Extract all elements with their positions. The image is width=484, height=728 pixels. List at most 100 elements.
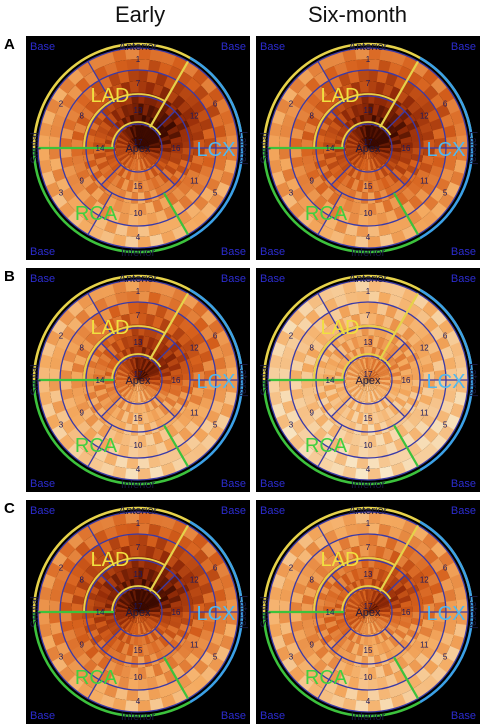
heat-cell xyxy=(364,159,368,171)
heat-cell xyxy=(347,534,360,548)
heat-cell xyxy=(124,280,140,292)
row-label-c: C xyxy=(4,500,15,517)
heat-cell xyxy=(384,341,396,354)
heat-cell xyxy=(71,370,83,380)
heat-cell xyxy=(355,457,368,469)
heat-cell xyxy=(395,554,410,569)
heat-cell xyxy=(158,112,170,125)
heat-cell xyxy=(138,103,145,115)
heat-cell xyxy=(352,155,362,166)
heat-cell xyxy=(406,120,420,132)
heat-cell xyxy=(129,140,138,148)
heat-cell xyxy=(367,192,376,204)
segment-number: 3 xyxy=(289,189,294,198)
heat-cell xyxy=(204,148,216,159)
heat-cell xyxy=(354,592,363,604)
heat-cell xyxy=(323,368,336,376)
heat-cell xyxy=(401,612,413,619)
label-lcx: LCX xyxy=(427,139,466,161)
heat-cell xyxy=(375,154,386,164)
heat-cell xyxy=(329,283,346,298)
heat-cell xyxy=(104,427,117,442)
heat-cell xyxy=(316,164,330,176)
label-base-bottom-right: Base xyxy=(221,246,246,258)
heat-cell xyxy=(176,413,191,428)
heat-cell xyxy=(345,611,357,615)
heat-cell xyxy=(352,362,362,373)
lad-territory-inner xyxy=(313,557,396,613)
heat-cell xyxy=(145,596,156,606)
heat-cell xyxy=(356,103,364,116)
heat-cell xyxy=(347,616,359,624)
heat-cell xyxy=(356,148,368,151)
heat-cell xyxy=(102,580,115,592)
segment-number: 4 xyxy=(136,233,141,242)
label-rca: RCA xyxy=(305,667,348,689)
heat-cell xyxy=(350,313,362,327)
heat-cell xyxy=(130,380,138,389)
heat-cell xyxy=(124,512,140,524)
heat-cell xyxy=(147,455,162,469)
heat-cell xyxy=(268,353,283,369)
heat-cell xyxy=(148,603,160,610)
heat-cell xyxy=(394,584,407,596)
heat-cell xyxy=(137,192,146,204)
heat-cell xyxy=(89,401,103,414)
heat-cell xyxy=(359,604,368,612)
heat-cell xyxy=(301,386,315,398)
heat-cell xyxy=(312,372,324,380)
heat-cell xyxy=(370,169,377,182)
heat-cell xyxy=(148,465,164,480)
heat-cell xyxy=(146,444,159,458)
heat-cell xyxy=(38,622,53,638)
heat-cell xyxy=(123,468,138,480)
heat-cell xyxy=(368,370,375,380)
segment-number: 11 xyxy=(420,177,429,186)
heat-cell xyxy=(49,599,61,612)
heat-cell xyxy=(336,403,348,416)
heat-cell xyxy=(126,389,134,401)
heat-cell xyxy=(290,591,304,604)
rca-territory-outline xyxy=(32,379,191,486)
heat-cell xyxy=(268,133,280,148)
territory-boundary xyxy=(163,656,189,700)
heat-cell xyxy=(439,577,455,593)
heat-cell xyxy=(394,164,407,176)
heat-cell xyxy=(138,534,149,546)
heat-cell xyxy=(329,515,346,530)
heat-cell xyxy=(368,145,380,148)
heat-cell xyxy=(456,380,468,395)
segment-divider xyxy=(87,424,113,467)
segment-number: 10 xyxy=(364,209,373,218)
label-base-top-right: Base xyxy=(221,273,246,285)
heat-cell xyxy=(160,143,172,149)
segment-number: 16 xyxy=(402,144,411,153)
heat-cell xyxy=(336,344,348,357)
label-lcx: LCX xyxy=(427,603,466,625)
label-base-bottom-left: Base xyxy=(260,710,285,722)
heat-cell xyxy=(110,109,122,122)
heat-cell xyxy=(112,512,128,527)
heat-cell xyxy=(93,368,106,376)
lad-territory-inner xyxy=(83,93,166,149)
segment-divider xyxy=(330,396,352,418)
heat-cell xyxy=(212,622,227,636)
heat-cell xyxy=(368,612,375,622)
heat-cell xyxy=(38,365,50,380)
heat-cell xyxy=(223,122,238,138)
heat-cell xyxy=(95,130,108,140)
heat-cell xyxy=(140,169,147,182)
heat-cell xyxy=(314,413,329,428)
heat-cell xyxy=(149,48,165,63)
heat-cell xyxy=(169,572,183,586)
segment-number: 2 xyxy=(289,332,294,341)
heat-cell xyxy=(60,359,74,372)
heat-cell xyxy=(356,59,369,71)
heat-cell xyxy=(384,573,396,586)
row-label-b: B xyxy=(4,268,15,285)
heat-cell xyxy=(303,161,317,174)
heat-cell xyxy=(138,148,145,158)
column-title-six-month: Six-month xyxy=(308,2,408,27)
heat-cell xyxy=(438,551,456,569)
heat-cell xyxy=(117,368,129,376)
